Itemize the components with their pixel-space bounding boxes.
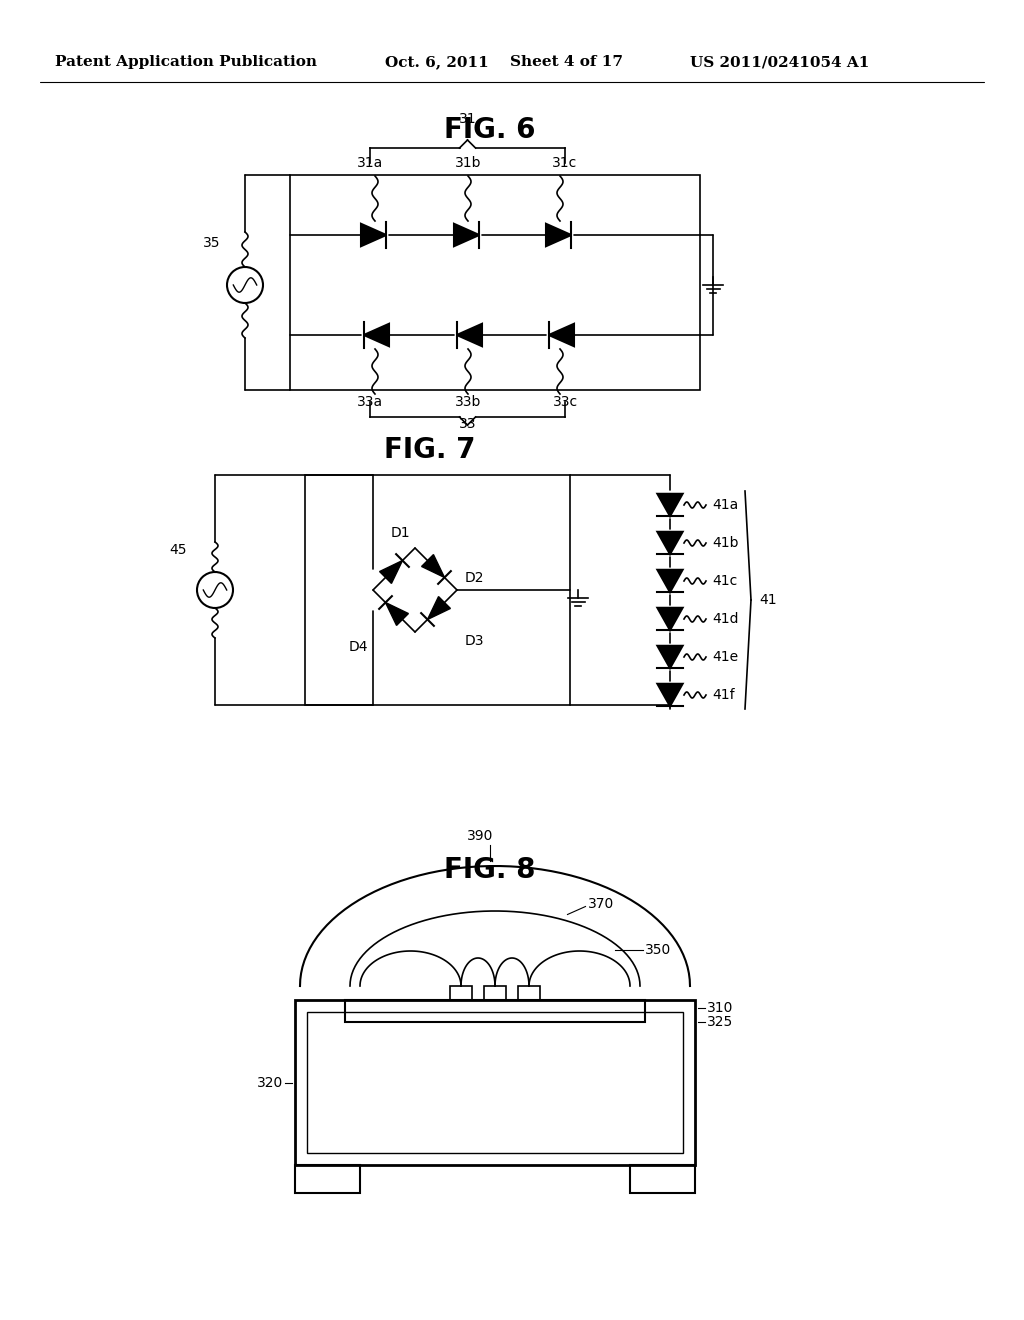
Text: 41f: 41f bbox=[712, 688, 734, 702]
Text: Sheet 4 of 17: Sheet 4 of 17 bbox=[510, 55, 623, 69]
Text: Patent Application Publication: Patent Application Publication bbox=[55, 55, 317, 69]
Polygon shape bbox=[427, 597, 451, 619]
Text: D3: D3 bbox=[465, 634, 484, 648]
Text: D1: D1 bbox=[390, 525, 410, 540]
Text: 41e: 41e bbox=[712, 649, 738, 664]
Bar bbox=[345, 1001, 645, 1022]
Text: 350: 350 bbox=[645, 942, 671, 957]
Bar bbox=[295, 1001, 695, 1166]
Polygon shape bbox=[361, 224, 386, 247]
Text: 31b: 31b bbox=[455, 156, 481, 170]
Polygon shape bbox=[657, 645, 683, 668]
Text: US 2011/0241054 A1: US 2011/0241054 A1 bbox=[690, 55, 869, 69]
Polygon shape bbox=[422, 554, 444, 577]
Polygon shape bbox=[364, 323, 389, 346]
Polygon shape bbox=[454, 224, 479, 247]
Polygon shape bbox=[385, 602, 409, 626]
Text: D4: D4 bbox=[348, 640, 368, 653]
Text: 33: 33 bbox=[459, 417, 476, 432]
Bar bbox=[295, 1166, 360, 1193]
Text: 35: 35 bbox=[203, 236, 220, 249]
Polygon shape bbox=[657, 684, 683, 706]
Text: 33c: 33c bbox=[552, 395, 578, 409]
Bar bbox=[484, 986, 506, 1001]
Text: 41d: 41d bbox=[712, 612, 738, 626]
Polygon shape bbox=[546, 224, 571, 247]
Text: 33b: 33b bbox=[455, 395, 481, 409]
Text: 370: 370 bbox=[588, 896, 613, 911]
Polygon shape bbox=[549, 323, 574, 346]
Polygon shape bbox=[657, 570, 683, 593]
Text: 31: 31 bbox=[459, 112, 476, 125]
Text: 33a: 33a bbox=[357, 395, 383, 409]
Text: 41: 41 bbox=[759, 593, 776, 607]
Bar bbox=[450, 986, 472, 1001]
Polygon shape bbox=[657, 532, 683, 554]
Text: FIG. 7: FIG. 7 bbox=[384, 436, 476, 465]
Text: 320: 320 bbox=[257, 1076, 283, 1090]
Text: D2: D2 bbox=[465, 572, 484, 585]
Polygon shape bbox=[657, 494, 683, 516]
Text: 325: 325 bbox=[707, 1015, 733, 1030]
Polygon shape bbox=[657, 607, 683, 630]
Text: 390: 390 bbox=[467, 829, 494, 843]
Text: 41a: 41a bbox=[712, 498, 738, 512]
Text: FIG. 6: FIG. 6 bbox=[444, 116, 536, 144]
Bar bbox=[305, 475, 570, 705]
Bar bbox=[630, 1166, 695, 1193]
Bar bbox=[290, 176, 700, 389]
Text: 45: 45 bbox=[170, 543, 187, 557]
Bar bbox=[518, 986, 540, 1001]
Text: 41b: 41b bbox=[712, 536, 738, 550]
Bar bbox=[307, 1012, 683, 1152]
Text: 41c: 41c bbox=[712, 574, 737, 587]
Polygon shape bbox=[457, 323, 482, 346]
Text: FIG. 8: FIG. 8 bbox=[444, 855, 536, 884]
Text: 310: 310 bbox=[707, 1001, 733, 1015]
Text: Oct. 6, 2011: Oct. 6, 2011 bbox=[385, 55, 488, 69]
Polygon shape bbox=[380, 561, 402, 583]
Text: 31a: 31a bbox=[357, 156, 383, 170]
Text: 31c: 31c bbox=[552, 156, 578, 170]
